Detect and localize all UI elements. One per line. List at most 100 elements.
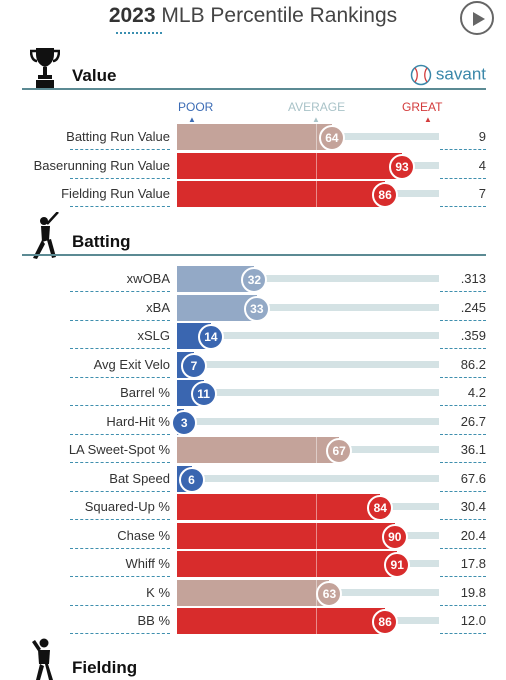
play-button[interactable] — [460, 1, 494, 35]
section-batting-label: Batting — [72, 232, 131, 251]
stat-value: 19.8 — [460, 584, 486, 600]
row-divider-left — [70, 462, 170, 463]
row-divider-left — [70, 319, 170, 321]
percentile-bubble: 93 — [389, 153, 416, 180]
title-year: 2023 — [108, 4, 156, 27]
row-divider-left — [70, 576, 170, 577]
row-divider-right — [440, 519, 486, 520]
percentile-track — [177, 389, 439, 396]
title-text: MLB Percentile Rankings — [161, 4, 398, 27]
metric-row: Bat Speed 6 67.6 — [0, 465, 506, 493]
section-batting-rule — [22, 254, 486, 256]
average-line — [316, 494, 317, 520]
percentile-bubble: 63 — [316, 580, 343, 607]
metric-row: Batting Run Value 64 9 — [0, 123, 506, 151]
metric-label: Hard-Hit % — [106, 413, 170, 429]
row-divider-right — [440, 490, 486, 492]
percentile-bar — [177, 152, 403, 179]
percentile-bubble: 64 — [318, 125, 345, 151]
scale-great-label: GREAT — [402, 100, 443, 114]
row-divider-left — [70, 405, 170, 406]
section-batting-header: Batting — [22, 212, 486, 259]
metric-row: Barrel % 11 4.2 — [0, 379, 506, 407]
average-line — [316, 522, 317, 549]
section-value-rule — [22, 88, 486, 90]
percentile-bar — [177, 522, 395, 549]
header: 2023 MLB Percentile Rankings — [0, 0, 506, 40]
scale-great-marker: ▲ — [424, 115, 432, 124]
percentile-bar — [177, 124, 332, 150]
stat-value: 17.8 — [460, 556, 486, 571]
stat-value: 67.6 — [460, 470, 486, 486]
savant-logo[interactable]: savant — [410, 64, 486, 86]
average-line — [316, 181, 317, 207]
row-divider-right — [440, 177, 486, 179]
percentile-bubble: 86 — [372, 609, 399, 635]
metric-label: LA Sweet-Spot % — [68, 442, 170, 457]
row-divider-right — [440, 291, 486, 292]
stat-value: 4 — [478, 157, 486, 173]
row-divider-right — [440, 405, 486, 406]
row-divider-left — [70, 291, 170, 292]
metric-row: xBA 33 .245 — [0, 294, 506, 322]
average-line — [316, 152, 317, 179]
row-divider-left — [70, 149, 170, 150]
row-divider-right — [440, 576, 486, 577]
stat-value: 26.7 — [460, 413, 486, 429]
percentile-bubble: 67 — [326, 438, 353, 464]
metric-label: xwOBA — [126, 271, 170, 286]
metric-row: Hard-Hit % 3 26.7 — [0, 408, 506, 436]
row-divider-left — [70, 547, 170, 549]
row-divider-left — [70, 376, 170, 378]
row-divider-right — [440, 547, 486, 549]
metric-row: LA Sweet-Spot % 67 36.1 — [0, 436, 506, 464]
metric-label: Squared-Up % — [84, 499, 170, 514]
section-fielding-label: Fielding — [72, 658, 138, 677]
percentile-track — [177, 417, 439, 425]
percentile-bubble: 11 — [190, 381, 217, 407]
percentile-track — [177, 275, 439, 282]
metric-row: BB % 86 12.0 — [0, 607, 506, 635]
percentile-bar — [177, 294, 257, 321]
section-fielding-header: Fielding — [22, 636, 486, 680]
stat-value: 30.4 — [460, 499, 486, 514]
scale-average-label: AVERAGE — [288, 100, 346, 114]
metric-row: Fielding Run Value 86 7 — [0, 180, 506, 208]
average-line — [316, 608, 317, 634]
row-divider-left — [70, 348, 170, 349]
percentile-bubble: 32 — [241, 267, 268, 293]
average-line — [316, 551, 317, 577]
metric-row: Whiff % 91 17.8 — [0, 550, 506, 578]
metric-label: BB % — [137, 613, 170, 628]
percentile-bubble: 33 — [243, 295, 270, 322]
metric-label: Avg Exit Velo — [93, 356, 170, 372]
section-value-label: Value — [72, 66, 117, 85]
percentile-bubble: 14 — [197, 324, 224, 350]
percentile-track — [177, 332, 439, 339]
metric-label: Barrel % — [120, 385, 170, 400]
row-divider-left — [70, 206, 170, 207]
play-icon — [473, 12, 485, 26]
percentile-scale: POOR ▲ AVERAGE ▲ GREAT ▲ — [22, 100, 486, 124]
percentile-track — [177, 303, 439, 311]
scale-poor-marker: ▲ — [188, 115, 196, 124]
percentile-bubble: 86 — [372, 182, 399, 208]
metric-label: K % — [146, 584, 170, 600]
batter-icon — [33, 212, 59, 259]
stat-value: .313 — [460, 271, 486, 286]
metric-row: K % 63 19.8 — [0, 579, 506, 607]
percentile-bubble: 91 — [384, 552, 411, 578]
section-value-header: Value savant — [22, 46, 486, 90]
average-line — [316, 437, 317, 463]
row-divider-right — [440, 462, 486, 463]
row-divider-left — [70, 490, 170, 492]
title-underline — [116, 32, 162, 34]
stat-value: 7 — [478, 186, 486, 201]
stat-value: 20.4 — [460, 527, 486, 543]
metric-label: xBA — [146, 299, 170, 315]
metric-label: Bat Speed — [109, 470, 170, 486]
row-divider-left — [70, 519, 170, 520]
row-divider-right — [440, 319, 486, 321]
scale-poor-label: POOR — [178, 100, 214, 114]
row-divider-right — [440, 206, 486, 207]
